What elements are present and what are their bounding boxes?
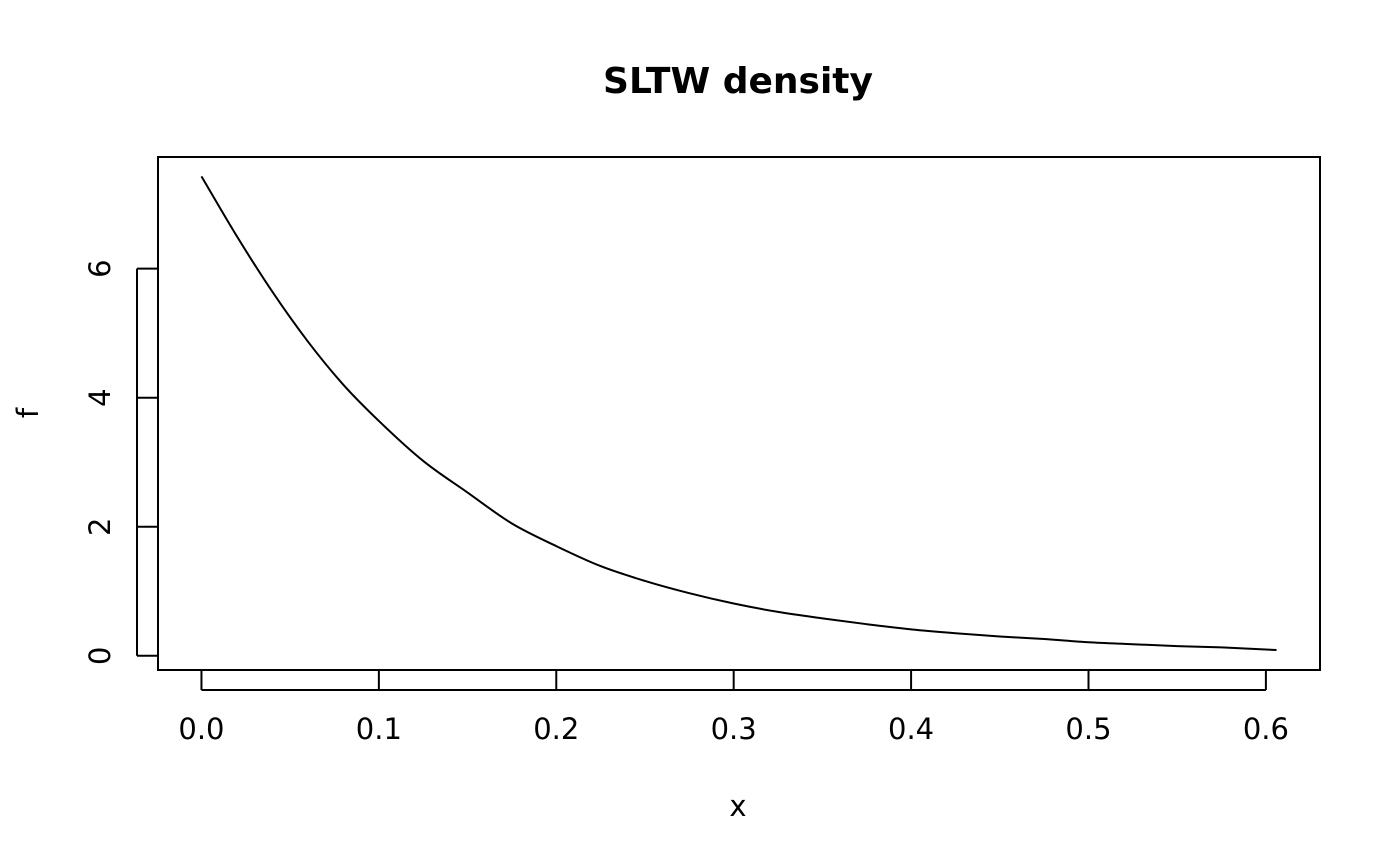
y-tick-label: 6 bbox=[83, 259, 117, 277]
x-tick-label: 0.5 bbox=[1065, 712, 1111, 746]
x-axis-label: x bbox=[729, 789, 746, 823]
x-tick-label: 0.3 bbox=[711, 712, 757, 746]
y-axis-label: f bbox=[11, 407, 45, 418]
y-tick-label: 2 bbox=[83, 518, 117, 536]
x-tick-label: 0.4 bbox=[888, 712, 934, 746]
y-tick-label: 0 bbox=[83, 647, 117, 665]
x-tick-label: 0.0 bbox=[178, 712, 224, 746]
x-tick-label: 0.1 bbox=[356, 712, 402, 746]
density-curve bbox=[200, 175, 1277, 651]
x-tick-label: 0.2 bbox=[533, 712, 579, 746]
chart-title: SLTW density bbox=[603, 61, 873, 102]
x-axis: 0.0 0.1 0.2 0.3 0.4 0.5 0.6 bbox=[178, 670, 1289, 746]
y-axis: 0 2 4 6 bbox=[83, 259, 158, 665]
plot-frame bbox=[157, 156, 1321, 671]
x-tick-label: 0.6 bbox=[1243, 712, 1289, 746]
y-tick-label: 4 bbox=[83, 388, 117, 406]
